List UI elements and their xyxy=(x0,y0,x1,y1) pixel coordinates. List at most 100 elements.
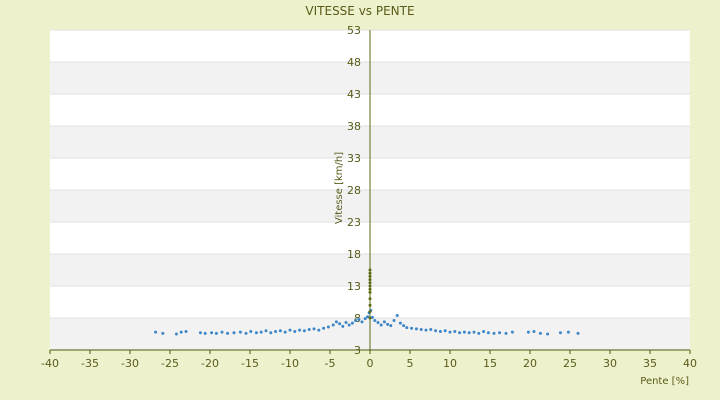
y-tick-label: 28 xyxy=(347,184,361,197)
data-point xyxy=(368,284,372,288)
data-point xyxy=(482,329,486,333)
data-point xyxy=(453,329,457,333)
data-point xyxy=(532,329,536,333)
data-point xyxy=(368,274,372,278)
data-point xyxy=(382,320,386,324)
y-tick-label: 33 xyxy=(347,152,361,165)
data-point xyxy=(448,330,452,334)
data-point xyxy=(322,326,326,330)
data-point xyxy=(410,326,414,330)
data-point xyxy=(538,331,542,335)
data-point xyxy=(347,323,351,327)
data-point xyxy=(467,331,471,335)
data-point xyxy=(203,331,207,335)
data-point xyxy=(498,331,502,335)
data-points xyxy=(154,268,580,336)
data-point xyxy=(419,328,423,332)
data-point xyxy=(298,328,302,332)
x-tick-label: -20 xyxy=(201,357,219,370)
data-point xyxy=(368,287,372,291)
data-point xyxy=(154,330,158,334)
data-point xyxy=(214,331,218,335)
y-tick-labels: 38131823283338434853 xyxy=(347,24,361,357)
data-point xyxy=(363,317,367,321)
data-point xyxy=(389,324,393,328)
data-point xyxy=(368,310,372,314)
data-point xyxy=(424,328,428,332)
data-point xyxy=(510,330,514,334)
data-point xyxy=(438,329,442,333)
data-point xyxy=(174,332,178,336)
y-tick-label: 43 xyxy=(347,88,361,101)
data-point xyxy=(264,329,268,333)
data-point xyxy=(184,329,188,333)
data-point xyxy=(254,331,258,335)
data-point xyxy=(259,330,263,334)
data-point xyxy=(379,323,383,327)
x-tick-label: -15 xyxy=(241,357,259,370)
data-point xyxy=(357,317,361,321)
x-tick-label: 25 xyxy=(563,357,577,370)
data-point xyxy=(278,329,282,333)
data-point xyxy=(368,278,372,282)
data-point xyxy=(402,324,406,328)
data-point xyxy=(179,330,183,334)
data-point xyxy=(368,297,372,301)
data-point xyxy=(486,331,490,335)
y-tick-label: 23 xyxy=(347,216,361,229)
data-point xyxy=(161,331,165,335)
data-point xyxy=(232,331,236,335)
data-point xyxy=(198,331,202,335)
y-tick-label: 18 xyxy=(347,248,361,261)
x-tick-label: 0 xyxy=(367,357,374,370)
data-point xyxy=(405,326,409,330)
x-tick-label: -30 xyxy=(121,357,139,370)
data-point xyxy=(477,331,481,335)
data-point xyxy=(392,319,396,323)
data-point xyxy=(376,320,380,324)
x-tick-label: 40 xyxy=(683,357,697,370)
data-point xyxy=(249,329,253,333)
data-point xyxy=(526,330,530,334)
data-point xyxy=(373,319,377,323)
data-point xyxy=(462,330,466,334)
data-point xyxy=(302,329,306,333)
data-point xyxy=(386,322,390,326)
data-point xyxy=(283,330,287,334)
data-point xyxy=(414,327,418,331)
data-point xyxy=(307,328,311,332)
x-tick-label: -25 xyxy=(161,357,179,370)
data-point xyxy=(434,329,438,333)
data-point xyxy=(210,331,214,335)
x-tick-label: 30 xyxy=(603,357,617,370)
x-tick-label: -5 xyxy=(325,357,336,370)
data-point xyxy=(293,329,297,333)
x-axis-label: Pente [%] xyxy=(640,376,689,387)
data-point xyxy=(341,324,345,328)
y-axis-label: Vitesse [km/h] xyxy=(334,152,345,224)
data-point xyxy=(334,320,338,324)
x-tick-label: 35 xyxy=(643,357,657,370)
data-point xyxy=(344,320,348,324)
data-point xyxy=(366,315,370,319)
data-point xyxy=(504,331,508,335)
data-point xyxy=(244,331,248,335)
data-point xyxy=(360,320,364,324)
data-point xyxy=(288,328,292,332)
x-tick-label: 10 xyxy=(443,357,457,370)
data-point xyxy=(458,331,462,335)
data-point xyxy=(472,330,476,334)
data-point xyxy=(269,331,273,335)
data-point xyxy=(368,303,372,307)
data-point xyxy=(238,330,242,334)
data-point xyxy=(331,323,335,327)
x-tick-label: -35 xyxy=(81,357,99,370)
x-tick-label: 15 xyxy=(483,357,497,370)
data-point xyxy=(326,325,330,329)
data-point xyxy=(546,332,550,336)
data-point xyxy=(317,328,321,332)
x-tick-marks xyxy=(49,350,691,354)
data-point xyxy=(395,313,399,317)
data-point xyxy=(368,268,372,272)
